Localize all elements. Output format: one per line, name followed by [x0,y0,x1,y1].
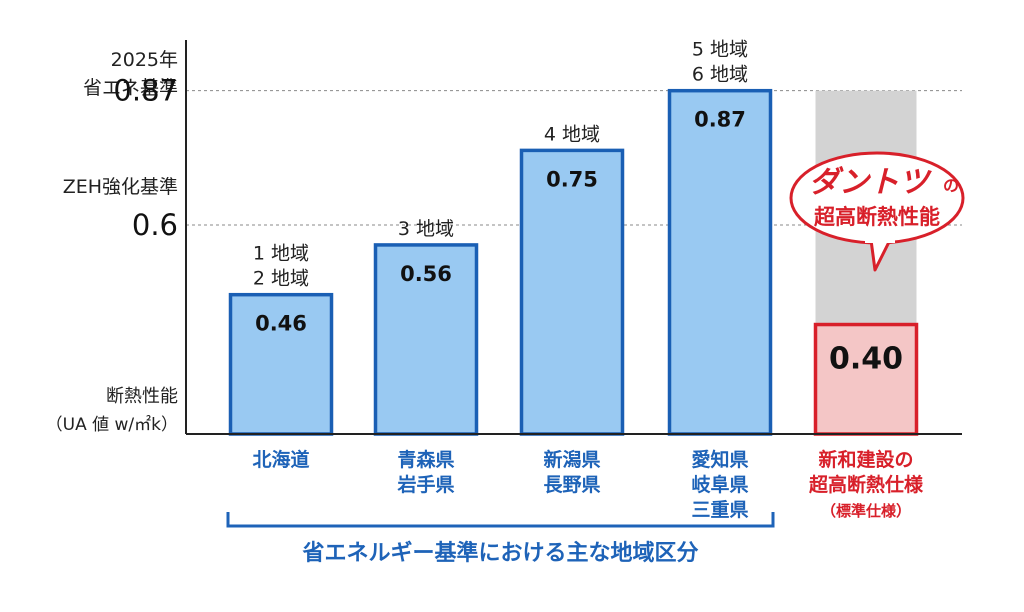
reference-value-0: 0.87 [113,74,178,108]
category-label-4-2: （標準仕様） [821,502,911,520]
y-axis-label-1: （UA 値 w/㎡k） [46,415,178,435]
reference-caption-0-1: 省エネ基準 [83,77,178,99]
bar-value-label-2: 0.75 [546,167,598,191]
callout-headline-suffix: の [943,176,959,195]
category-label-2-0: 新潟県 [543,448,600,471]
y-axis-label-0: 断熱性能 [106,386,178,407]
bar-2 [519,148,625,436]
callout-pointer-mask [865,234,895,243]
callout-subline: 超高断熱性能 [814,205,940,229]
region-group-bracket [226,512,775,528]
bar-value-label-0: 0.46 [255,312,307,336]
category-label-3-2: 三重県 [691,499,748,521]
region-label-0-0: 1 地域 [253,243,309,265]
region-label-3-1: 6 地域 [692,64,748,86]
bar-3 [667,88,773,436]
category-label-3-0: 愛知県 [691,448,748,471]
category-label-4-1: 超高断熱仕様 [808,473,924,496]
category-label-0-0: 北海道 [252,448,309,471]
bar-value-label-4: 0.40 [829,342,903,377]
region-label-2-0: 4 地域 [544,123,600,145]
category-label-1-0: 青森県 [397,448,454,471]
bar-value-label-1: 0.56 [400,262,452,286]
category-label-4-0: 新和建設の [818,448,913,471]
region-label-0-1: 2 地域 [253,268,309,290]
region-label-3-0: 5 地域 [692,39,748,61]
reference-caption-1-0: ZEH強化基準 [63,176,178,198]
reference-value-1: 0.6 [132,208,178,242]
region-label-1-0: 3 地域 [398,218,454,240]
bar-4 [813,322,919,436]
bar-value-label-3: 0.87 [694,108,746,132]
category-label-1-1: 岩手県 [396,473,454,496]
category-label-2-1: 長野県 [543,474,600,496]
reference-caption-0-0: 2025年 [111,49,178,71]
region-group-caption: 省エネルギー基準における主な地域区分 [301,540,698,566]
callout-headline: ダントツ [809,165,932,200]
callout-bubble [789,151,965,245]
bar-0 [228,292,334,436]
bar-1 [373,243,479,436]
category-label-3-1: 岐阜県 [691,473,748,496]
